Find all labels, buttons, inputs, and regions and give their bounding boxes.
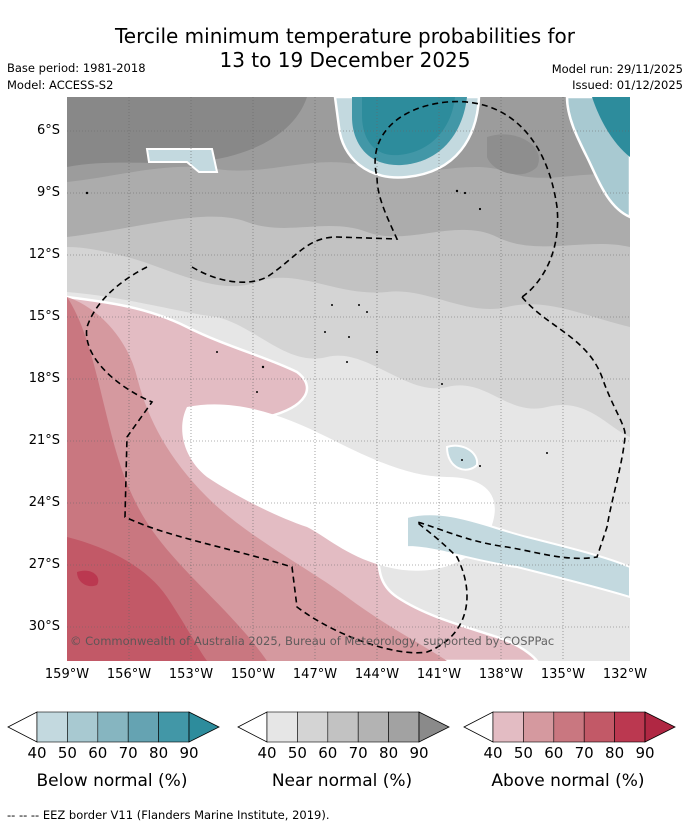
near-normal-under-arrow — [237, 711, 268, 743]
lon-label-147w: 147°W — [292, 667, 338, 682]
near-normal-segment-60 — [327, 711, 359, 743]
eez-note: -- -- -- EEZ border V11 (Flanders Marine… — [7, 808, 330, 822]
lat-label-18s: 18°S — [28, 371, 60, 386]
lon-label-132w: 132°W — [602, 667, 648, 682]
above-normal-segment-40 — [492, 711, 524, 743]
near-normal-tick-60: 60 — [318, 744, 338, 762]
title-line-1: Tercile minimum temperature probabilitie… — [114, 24, 576, 48]
lon-label-138w: 138°W — [478, 667, 524, 682]
model-name: Model: ACCESS-S2 — [7, 78, 114, 92]
near-normal-tick-50: 50 — [287, 744, 307, 762]
above-normal-over-arrow — [644, 711, 676, 743]
below-normal-tick-50: 50 — [57, 744, 77, 762]
below-normal-tick-70: 70 — [118, 744, 138, 762]
model-run: Model run: 29/11/2025 — [551, 62, 683, 76]
lat-label-27s: 27°S — [28, 557, 60, 572]
title-line-2: 13 to 19 December 2025 — [219, 48, 471, 72]
near-normal-segment-80 — [388, 711, 420, 743]
eez-borders — [85, 100, 626, 654]
near-normal-tick-40: 40 — [257, 744, 277, 762]
eez-border-north — [191, 100, 559, 298]
lat-label-24s: 24°S — [28, 495, 60, 510]
lon-label-150w: 150°W — [230, 667, 276, 682]
lat-label-12s: 12°S — [28, 247, 60, 262]
near-normal-90-field — [67, 97, 307, 167]
probability-map: © Commonwealth of Australia 2025, Bureau… — [67, 97, 630, 661]
near-normal-segment-50 — [297, 711, 329, 743]
below-normal-segment-50 — [67, 711, 99, 743]
near-normal-title: Near normal (%) — [271, 771, 413, 791]
above-normal-colorbar — [463, 711, 676, 743]
above-normal-segment-60 — [553, 711, 585, 743]
below-normal-segment-60 — [97, 711, 129, 743]
below-normal-nw-blob — [145, 148, 219, 173]
eez-border-west — [85, 266, 468, 654]
below-normal-segment-80 — [158, 711, 190, 743]
below-normal-se-field — [406, 513, 630, 599]
below-normal-ne-peak — [362, 97, 455, 156]
near-normal-segment-40 — [266, 711, 298, 743]
above-normal-tick-60: 60 — [544, 744, 564, 762]
near-normal-90-field-east — [487, 134, 539, 175]
above-normal-segment-80 — [614, 711, 646, 743]
below-normal-segment-70 — [127, 711, 159, 743]
above-normal-tick-40: 40 — [483, 744, 503, 762]
above-normal-title: Above normal (%) — [491, 771, 645, 791]
below-normal-tick-80: 80 — [149, 744, 169, 762]
above-normal-70-field — [67, 537, 207, 661]
below-normal-tick-90: 90 — [179, 744, 199, 762]
near-normal-tick-80: 80 — [379, 744, 399, 762]
lon-label-153w: 153°W — [168, 667, 214, 682]
below-normal-over-arrow — [188, 711, 220, 743]
lat-label-9s: 9°S — [36, 185, 60, 200]
above-normal-under-arrow — [463, 711, 494, 743]
graticule — [67, 97, 630, 661]
below-normal-title: Below normal (%) — [36, 771, 188, 791]
above-normal-tick-90: 90 — [635, 744, 655, 762]
lon-label-156w: 156°W — [106, 667, 152, 682]
lon-label-135w: 135°W — [540, 667, 586, 682]
near-normal-tick-90: 90 — [409, 744, 429, 762]
lat-label-6s: 6°S — [36, 123, 60, 138]
map-title: Tercile minimum temperature probabilitie… — [0, 24, 690, 72]
near-normal-colorbar — [237, 711, 450, 743]
lat-label-15s: 15°S — [28, 309, 60, 324]
above-normal-segment-50 — [523, 711, 555, 743]
lon-label-141w: 141°W — [416, 667, 462, 682]
above-normal-tick-50: 50 — [513, 744, 533, 762]
lon-label-159w: 159°W — [44, 667, 90, 682]
above-normal-80-field — [77, 570, 99, 587]
below-normal-tick-60: 60 — [88, 744, 108, 762]
lat-label-30s: 30°S — [28, 619, 60, 634]
issued-date: Issued: 01/12/2025 — [572, 78, 683, 92]
islands — [85, 189, 548, 467]
below-normal-segment-40 — [36, 711, 68, 743]
base-period: Base period: 1981-2018 — [7, 61, 146, 75]
copyright-notice: © Commonwealth of Australia 2025, Bureau… — [70, 634, 554, 648]
below-normal-east-core — [592, 97, 630, 157]
eez-border-east — [416, 296, 626, 560]
above-normal-segment-70 — [583, 711, 615, 743]
near-normal-tick-70: 70 — [348, 744, 368, 762]
below-normal-under-arrow — [7, 711, 38, 743]
near-normal-segment-70 — [357, 711, 389, 743]
below-normal-se-blob — [445, 444, 479, 471]
below-normal-colorbar — [7, 711, 220, 743]
lon-label-144w: 144°W — [354, 667, 400, 682]
near-normal-over-arrow — [418, 711, 450, 743]
below-normal-tick-40: 40 — [27, 744, 47, 762]
above-normal-tick-80: 80 — [605, 744, 625, 762]
lat-label-21s: 21°S — [28, 433, 60, 448]
above-normal-tick-70: 70 — [574, 744, 594, 762]
